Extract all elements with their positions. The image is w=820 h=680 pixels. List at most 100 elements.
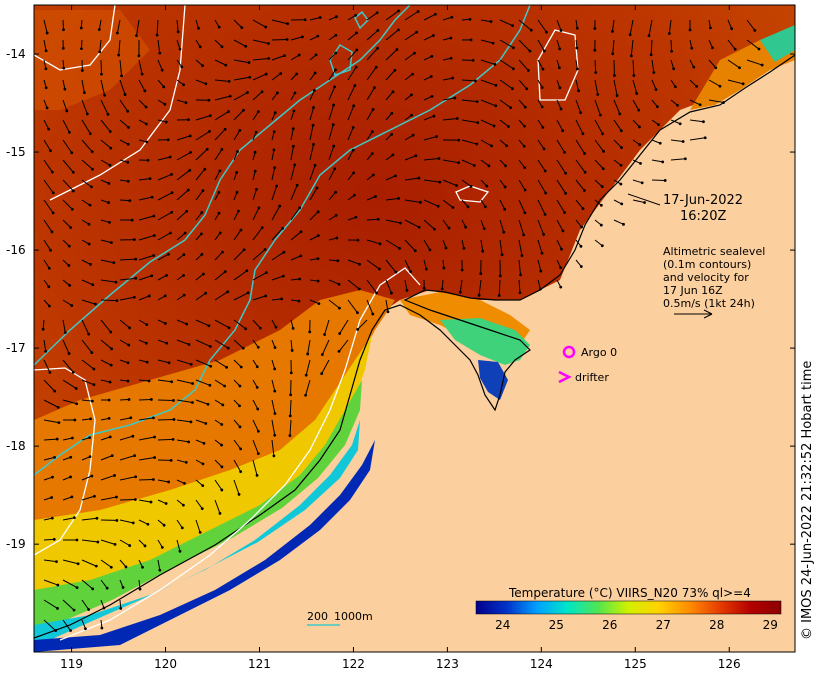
velocity-arrow-head	[47, 285, 51, 289]
velocity-arrow	[499, 59, 514, 70]
velocity-arrow-head	[311, 123, 315, 127]
velocity-arrow-head	[108, 380, 112, 384]
velocity-arrow	[233, 319, 246, 330]
velocity-arrow	[195, 190, 204, 201]
velocity-arrow-head	[510, 87, 514, 91]
velocity-arrow-head	[255, 385, 259, 389]
velocity-arrow	[119, 519, 134, 524]
velocity-arrow	[271, 19, 288, 25]
velocity-arrow-head	[451, 206, 455, 209]
velocity-arrow	[271, 55, 285, 61]
velocity-arrow	[518, 159, 526, 168]
velocity-arrow	[727, 19, 733, 29]
velocity-arrow	[328, 52, 337, 61]
velocity-arrow	[176, 99, 187, 104]
velocity-arrow-head	[356, 328, 360, 331]
velocity-arrow-head	[44, 349, 48, 353]
velocity-arrow	[480, 219, 485, 229]
velocity-arrow-head	[73, 418, 77, 422]
velocity-arrow-head	[542, 49, 546, 53]
velocity-arrow-head	[288, 414, 292, 418]
velocity-arrow	[195, 79, 207, 85]
velocity-arrow-head	[148, 177, 152, 181]
velocity-arrow-head	[526, 69, 530, 72]
velocity-arrow-head	[256, 429, 260, 433]
velocity-arrow	[309, 125, 314, 141]
velocity-arrow-head	[332, 144, 336, 148]
velocity-arrow-head	[601, 167, 605, 171]
velocity-arrow-head	[628, 33, 632, 37]
velocity-arrow	[157, 173, 172, 181]
velocity-arrow-head	[518, 291, 522, 295]
velocity-arrow-head	[540, 86, 544, 89]
velocity-arrow-head	[237, 493, 241, 496]
velocity-arrow	[119, 455, 135, 461]
velocity-arrow	[708, 99, 724, 104]
velocity-arrow-head	[131, 434, 135, 438]
velocity-arrow	[404, 134, 414, 141]
velocity-arrow	[81, 139, 93, 153]
velocity-arrow	[518, 279, 521, 293]
velocity-arrow-head	[469, 185, 473, 188]
velocity-arrow	[594, 179, 603, 187]
velocity-arrow-head	[166, 138, 170, 142]
velocity-arrow	[214, 499, 221, 514]
velocity-arrow	[252, 272, 267, 281]
velocity-arrow-head	[63, 331, 67, 334]
velocity-arrow-head	[256, 452, 260, 456]
velocity-arrow	[347, 259, 360, 265]
velocity-arrow-head	[409, 270, 413, 274]
velocity-arrow-head	[335, 236, 339, 240]
velocity-arrow	[176, 39, 181, 50]
velocity-arrow-head	[397, 197, 400, 200]
lon-tick-label: 126	[718, 657, 741, 671]
velocity-arrow	[62, 619, 71, 631]
velocity-arrow	[556, 119, 564, 131]
velocity-arrow	[252, 111, 259, 121]
velocity-arrow	[537, 39, 545, 52]
velocity-arrow-head	[304, 393, 307, 397]
velocity-arrow	[537, 199, 546, 215]
velocity-arrow	[347, 299, 358, 313]
velocity-arrow-head	[126, 179, 130, 183]
velocity-arrow-head	[108, 221, 111, 224]
velocity-arrow	[537, 59, 544, 70]
velocity-arrow	[176, 19, 179, 32]
velocity-arrow-head	[168, 155, 172, 159]
velocity-arrow	[385, 279, 392, 294]
velocity-arrow-head	[471, 59, 475, 62]
velocity-arrow	[157, 59, 163, 71]
velocity-arrow	[195, 148, 208, 161]
velocity-arrow-head	[509, 106, 512, 110]
velocity-arrow-head	[489, 20, 493, 23]
velocity-arrow-head	[523, 105, 527, 109]
annotation-time: 16:20Z	[680, 209, 726, 224]
velocity-arrow	[556, 139, 565, 153]
velocity-arrow	[668, 19, 672, 34]
velocity-arrow	[119, 258, 136, 261]
velocity-arrow-head	[481, 249, 485, 253]
velocity-arrow-head	[490, 144, 493, 148]
velocity-arrow	[43, 379, 56, 392]
velocity-arrow-head	[313, 71, 317, 75]
velocity-arrow	[404, 31, 417, 41]
velocity-arrow-head	[49, 149, 52, 153]
velocity-arrow-head	[96, 540, 100, 544]
sealevel-contour	[455, 185, 490, 203]
velocity-arrow-head	[97, 28, 101, 31]
lat-tick-label: -14	[6, 47, 26, 61]
velocity-arrow	[233, 151, 239, 161]
velocity-arrow-head	[76, 562, 80, 566]
velocity-arrow-head	[112, 261, 116, 265]
velocity-arrow-head	[109, 146, 113, 150]
velocity-arrow-head	[107, 416, 111, 420]
velocity-arrow-head	[152, 214, 156, 218]
velocity-arrow	[309, 90, 315, 101]
velocity-arrow-head	[127, 343, 131, 347]
velocity-arrow-head	[529, 28, 533, 32]
velocity-arrow	[157, 79, 165, 88]
velocity-arrow	[214, 95, 231, 101]
velocity-arrow-head	[149, 500, 153, 504]
velocity-arrow	[214, 232, 221, 241]
velocity-arrow	[518, 79, 528, 90]
